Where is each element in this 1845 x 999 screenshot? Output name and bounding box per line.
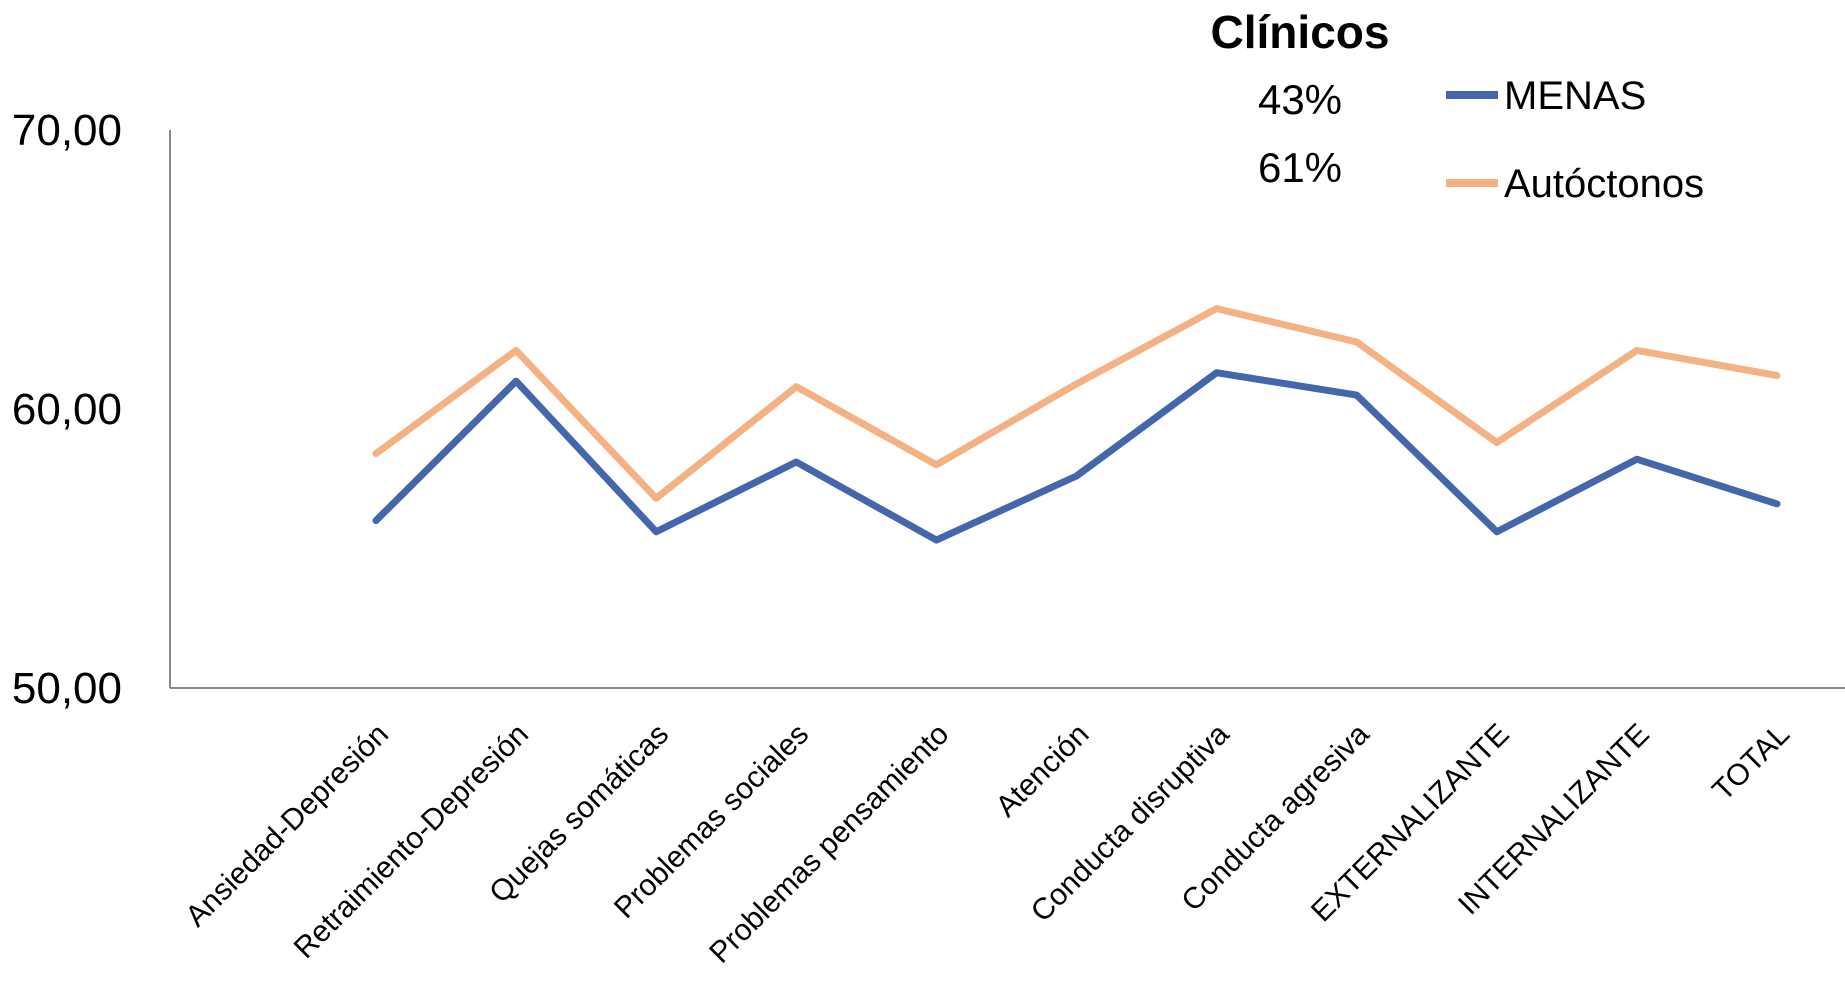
annotation-2: 61% xyxy=(1258,144,1342,191)
y-axis-ticks: 50,00 60,00 70,00 xyxy=(12,106,122,713)
legend-label: MENAS xyxy=(1504,74,1646,118)
series-line xyxy=(372,305,1781,502)
series-lines xyxy=(372,305,1781,544)
legend-label: Autóctonos xyxy=(1504,162,1704,206)
y-tick-label: 50,00 xyxy=(12,664,122,713)
chart-title: Clínicos xyxy=(1211,6,1390,58)
axes xyxy=(169,130,1845,689)
y-tick-label: 60,00 xyxy=(12,385,122,434)
legend: MENAS Autóctonos xyxy=(1446,74,1704,206)
annotation-1: 43% xyxy=(1258,76,1342,123)
x-tick-label: Atención xyxy=(990,718,1096,824)
x-tick-label: Problemas pensamiento xyxy=(703,718,955,970)
x-axis-ticks: Ansiedad-DepresiónRetraimiento-Depresión… xyxy=(179,717,1796,969)
y-tick-label: 70,00 xyxy=(12,106,122,155)
x-tick-label: Retraimiento-Depresión xyxy=(288,718,535,965)
x-tick-label: TOTAL xyxy=(1706,718,1796,808)
